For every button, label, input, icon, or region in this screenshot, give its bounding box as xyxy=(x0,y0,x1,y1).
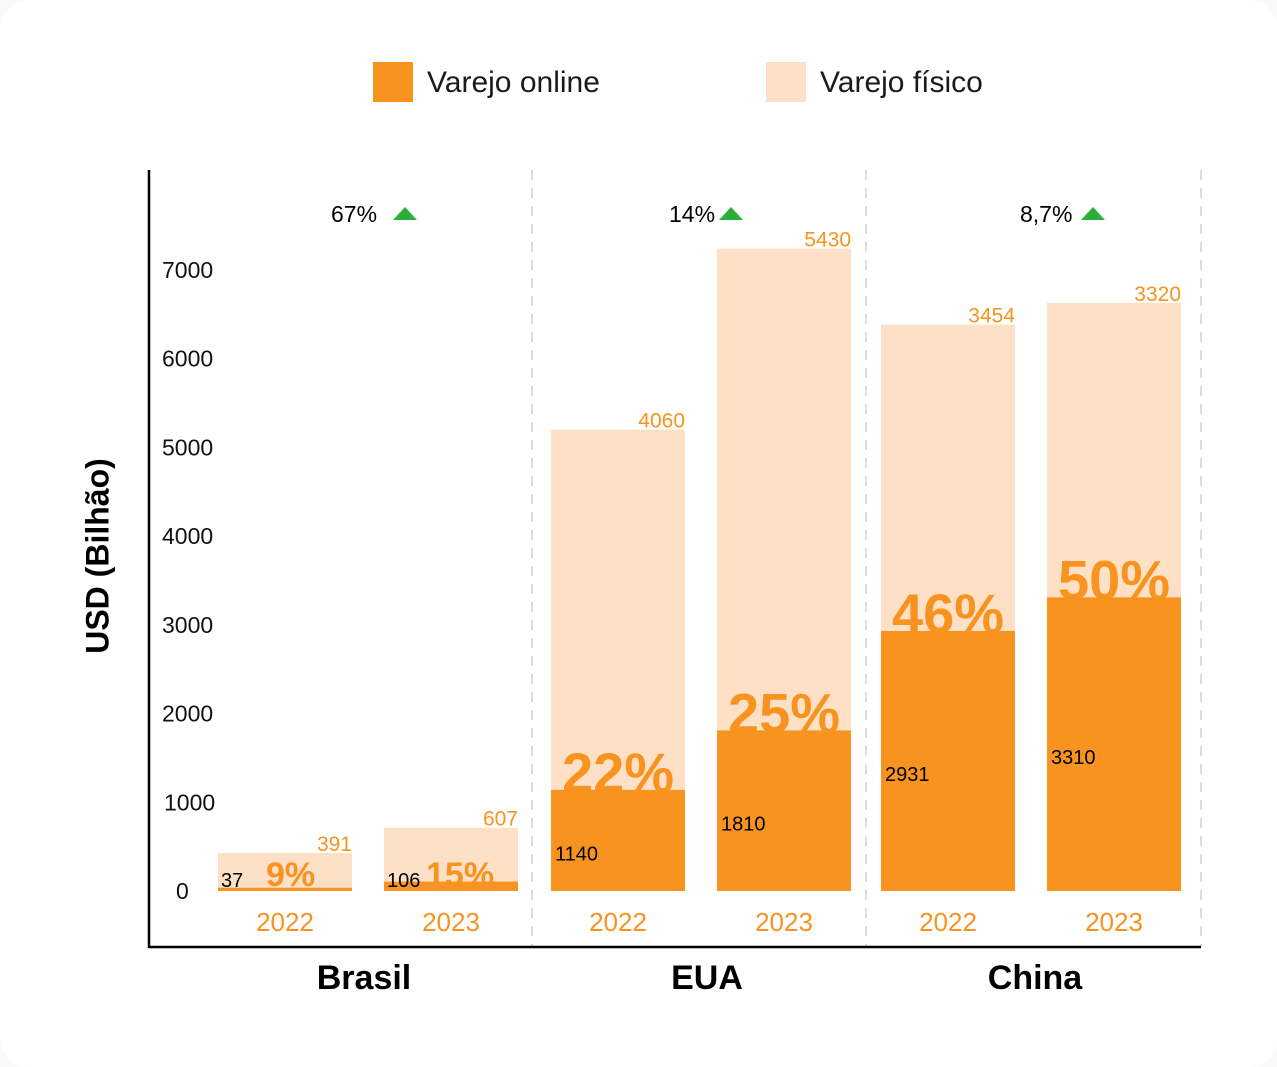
y-tick-label: 7000 xyxy=(162,257,213,283)
share-label: 9% xyxy=(266,856,315,894)
triangle-up-icon xyxy=(719,207,743,220)
online-value-label: 106 xyxy=(387,870,420,892)
year-label: 2022 xyxy=(589,907,647,937)
bar-total-label: 607 xyxy=(483,808,518,831)
legend: Varejo online Varejo físico xyxy=(0,56,1277,110)
share-label: 22% xyxy=(562,741,674,804)
year-label: 2023 xyxy=(755,907,813,937)
country-label: EUA xyxy=(671,959,743,997)
growth-label: 8,7% xyxy=(1020,201,1072,227)
y-tick-label: 2000 xyxy=(162,701,213,727)
share-label: 15% xyxy=(426,856,494,894)
bar-total-label: 3320 xyxy=(1134,283,1181,306)
legend-swatch-online xyxy=(373,62,413,102)
online-value-label: 2931 xyxy=(885,764,930,786)
y-tick-label: 3000 xyxy=(162,612,213,638)
y-tick-label: 6000 xyxy=(162,346,213,372)
bar-online xyxy=(384,881,518,891)
bar-online xyxy=(551,789,685,891)
bar-online xyxy=(1047,597,1181,891)
growth-label: 14% xyxy=(669,201,715,227)
bar-total-label: 391 xyxy=(317,833,352,856)
triangle-up-icon xyxy=(1081,207,1105,220)
bar-physical xyxy=(384,827,518,891)
bar-online xyxy=(881,630,1015,891)
country-label: China xyxy=(988,959,1084,997)
growth-label: 67% xyxy=(331,201,377,227)
bar-online xyxy=(218,887,352,891)
year-label: 2023 xyxy=(422,907,480,937)
share-label: 25% xyxy=(728,681,840,744)
y-tick-label: 1000 xyxy=(164,789,215,815)
y-tick-label: 5000 xyxy=(162,434,213,460)
bar-total-label: 5430 xyxy=(804,229,851,252)
year-label: 2023 xyxy=(1085,907,1143,937)
y-tick-label: 0 xyxy=(176,878,189,904)
country-label: Brasil xyxy=(317,959,412,997)
year-label: 2022 xyxy=(919,907,977,937)
bar-online xyxy=(717,730,851,891)
bar-total-label: 3454 xyxy=(968,305,1015,328)
legend-label-online: Varejo online xyxy=(427,66,600,99)
legend-swatch-physical xyxy=(766,62,806,102)
bar-physical xyxy=(218,853,352,891)
triangle-up-icon xyxy=(393,207,417,220)
share-label: 50% xyxy=(1058,548,1170,611)
legend-label-physical: Varejo físico xyxy=(820,66,983,99)
online-value-label: 1810 xyxy=(721,814,766,836)
online-value-label: 3310 xyxy=(1051,747,1096,769)
bar-total-label: 4060 xyxy=(638,410,685,433)
online-value-label: 37 xyxy=(221,870,243,892)
online-value-label: 1140 xyxy=(555,843,598,865)
share-label: 46% xyxy=(892,582,1004,645)
year-label: 2022 xyxy=(256,907,314,937)
y-tick-label: 4000 xyxy=(162,523,213,549)
